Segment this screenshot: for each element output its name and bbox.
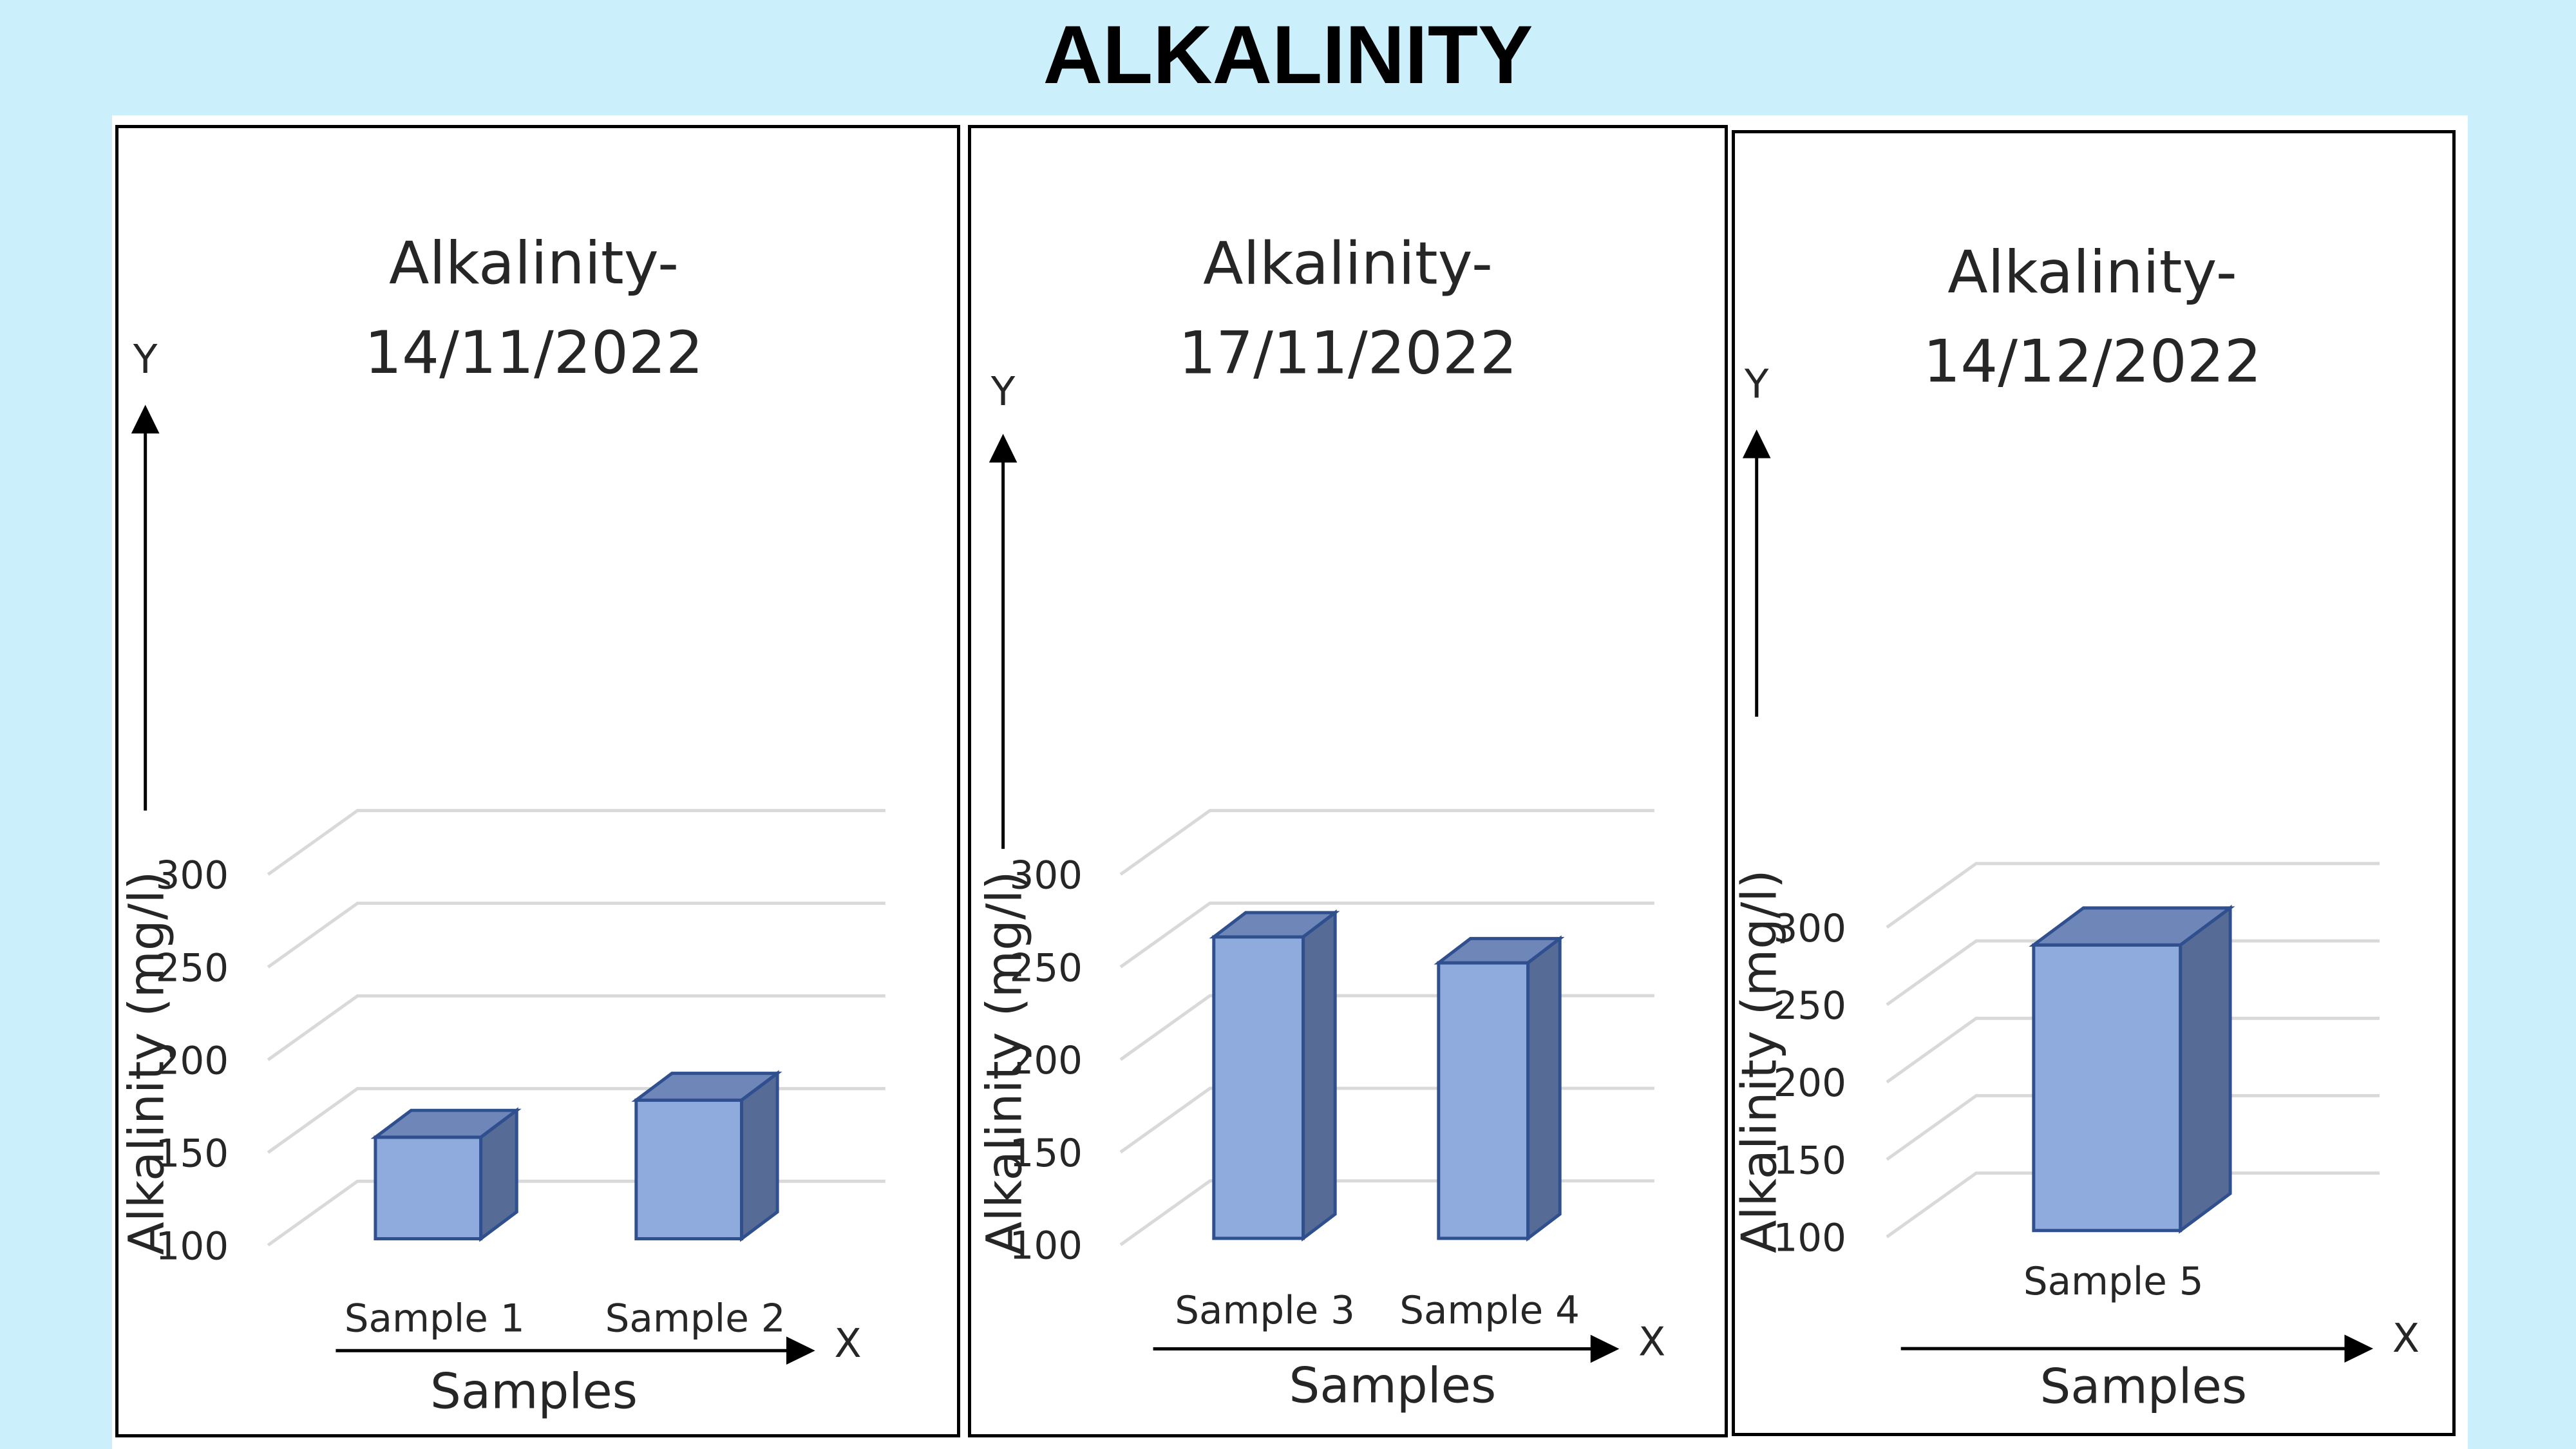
- x-axis-label: Samples: [430, 1363, 638, 1420]
- x-axis-arrowhead: [2344, 1334, 2374, 1363]
- bar-front: [1212, 935, 1305, 1240]
- gridline: [267, 809, 886, 876]
- x-category-label: Sample 2: [605, 1296, 786, 1341]
- x-category-label: Sample 3: [1175, 1289, 1355, 1333]
- bar-front: [2032, 943, 2183, 1233]
- bar-side: [2179, 904, 2232, 1234]
- y-tick-label: 300: [1773, 907, 1846, 951]
- x-axis-label: Samples: [1289, 1358, 1497, 1414]
- y-tick-label: 250: [1009, 946, 1083, 990]
- bar-front: [1437, 961, 1530, 1240]
- page-title: ALKALINITY: [1043, 9, 1533, 101]
- x-category-label: Sample 5: [2023, 1260, 2204, 1304]
- y-axis-arrowhead: [989, 433, 1018, 463]
- y-axis-label: Alkalinity (mg/l): [1732, 869, 1787, 1253]
- y-tick-label: 200: [1773, 1061, 1846, 1106]
- chart-title-line: 17/11/2022: [1179, 318, 1517, 387]
- gridline: [1119, 901, 1654, 969]
- bar-side: [1526, 935, 1562, 1242]
- y-tick-label: 200: [1009, 1039, 1083, 1083]
- bar-side: [740, 1070, 779, 1242]
- gridline: [1119, 994, 1654, 1061]
- x-axis-letter: X: [1638, 1319, 1665, 1365]
- gridline: [1886, 1016, 2380, 1084]
- chart-title-line: Alkalinity-: [389, 229, 679, 298]
- bar-side: [479, 1107, 518, 1242]
- y-tick-label: 300: [156, 854, 229, 898]
- y-tick-label: 150: [1773, 1139, 1846, 1183]
- bar: [1434, 935, 1565, 1242]
- gridline: [1119, 1086, 1654, 1154]
- y-axis-label: Alkalinity (mg/l): [118, 871, 175, 1255]
- y-tick-label: 300: [1009, 854, 1083, 898]
- gridline: [1886, 939, 2380, 1007]
- gridline: [1119, 809, 1654, 876]
- bar: [631, 1070, 782, 1242]
- bar: [370, 1107, 522, 1242]
- gridline: [267, 994, 886, 1061]
- gridline: [1119, 1179, 1654, 1246]
- gridline: [267, 1086, 886, 1154]
- x-axis-arrowhead: [786, 1336, 815, 1365]
- y-axis-arrowhead: [131, 404, 160, 434]
- bar-front: [374, 1135, 483, 1241]
- chart-14-11-2022: Alkalinity- 14/11/2022 100 150 200 250 300 Samp…: [115, 125, 960, 1437]
- chart-17-11-2022: Alkalinity- 17/11/2022 100 150 200 250 300 Samp…: [968, 125, 1728, 1437]
- x-axis-letter: X: [2392, 1316, 2420, 1361]
- y-axis-letter: Y: [990, 369, 1016, 415]
- y-axis-label: Alkalinity (mg/l): [976, 871, 1032, 1255]
- x-axis-label: Samples: [2040, 1358, 2247, 1414]
- bar-side: [1302, 909, 1337, 1242]
- x-axis-letter: X: [834, 1320, 861, 1367]
- gridline: [1886, 862, 2380, 929]
- y-axis-letter: Y: [1744, 361, 1769, 407]
- x-axis-arrowhead: [1590, 1334, 1620, 1363]
- y-tick-label: 150: [156, 1132, 229, 1176]
- gridline: [1886, 1171, 2380, 1238]
- chart-14-12-2022: Alkalinity- 14/12/2022 100 150 200 250 300 Samp…: [1732, 130, 2456, 1436]
- gridline: [267, 902, 886, 969]
- gridline: [1886, 1094, 2380, 1161]
- x-category-label: Sample 4: [1399, 1289, 1580, 1333]
- chart-title-line: Alkalinity-: [1947, 238, 2237, 307]
- chart-title-line: Alkalinity-: [1203, 229, 1493, 298]
- y-tick-label: 100: [1009, 1224, 1083, 1269]
- y-axis-letter: Y: [133, 336, 158, 383]
- bar: [1209, 909, 1340, 1242]
- y-axis-arrowhead: [1742, 429, 1771, 459]
- chart-title-line: 14/11/2022: [365, 318, 703, 387]
- y-tick-label: 100: [156, 1224, 229, 1269]
- y-tick-label: 250: [1773, 984, 1846, 1028]
- y-tick-label: 250: [156, 947, 229, 991]
- gridline: [267, 1179, 886, 1247]
- bar: [2029, 904, 2235, 1234]
- chart-title-line: 14/12/2022: [1923, 327, 2261, 396]
- x-category-label: Sample 1: [345, 1296, 525, 1341]
- y-tick-label: 150: [1009, 1132, 1083, 1176]
- bar-front: [634, 1098, 744, 1241]
- y-tick-label: 200: [156, 1039, 229, 1084]
- y-tick-label: 100: [1773, 1216, 1846, 1260]
